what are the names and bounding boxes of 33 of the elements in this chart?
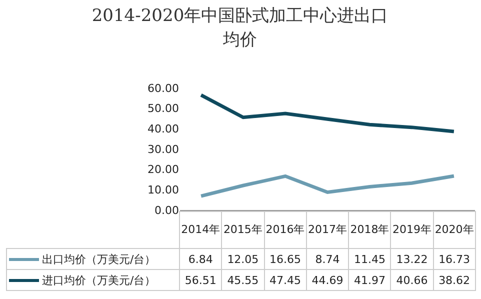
- y-tick-label: 10.00: [148, 184, 179, 197]
- y-tick-label: 20.00: [148, 163, 179, 176]
- x-tick-label: 2018年: [348, 212, 391, 248]
- line-series: [199, 93, 456, 134]
- data-label: 13.22: [390, 248, 434, 270]
- data-label: 16.65: [264, 248, 306, 270]
- data-label: 6.84: [180, 248, 222, 270]
- y-tick-label: 30.00: [148, 142, 179, 156]
- y-tick-label: 50.00: [148, 102, 179, 116]
- data-label: 12.05: [222, 248, 264, 270]
- data-label: 11.45: [348, 248, 391, 270]
- data-label: 38.62: [433, 270, 476, 290]
- legend-label: 进口均价（万美元/台）: [6, 270, 180, 290]
- legend-label: 出口均价（万美元/台）: [6, 248, 180, 270]
- x-tick-label: 2015年: [222, 212, 264, 248]
- data-label: 8.74: [306, 248, 349, 270]
- data-label: 45.55: [222, 270, 264, 290]
- x-tick-label: 2019年: [390, 212, 434, 248]
- data-label: 56.51: [180, 270, 222, 290]
- x-tick-label: 2017年: [306, 212, 349, 248]
- line-series: [199, 174, 456, 198]
- y-tick-label: 0.00: [154, 204, 179, 217]
- x-tick-label: 2020年: [433, 212, 476, 248]
- y-tick-label: 60.00: [148, 82, 179, 95]
- chart-title: 2014-2020年中国卧式加工中心进出口均价: [90, 5, 390, 52]
- x-tick-label: 2016年: [264, 212, 306, 248]
- data-label: 41.97: [348, 270, 391, 290]
- x-tick-label: 2014年: [180, 212, 222, 248]
- data-label: 40.66: [390, 270, 434, 290]
- data-label: 44.69: [306, 270, 349, 290]
- y-tick-label: 40.00: [148, 122, 179, 136]
- data-label: 47.45: [264, 270, 306, 290]
- data-label: 16.73: [433, 248, 476, 270]
